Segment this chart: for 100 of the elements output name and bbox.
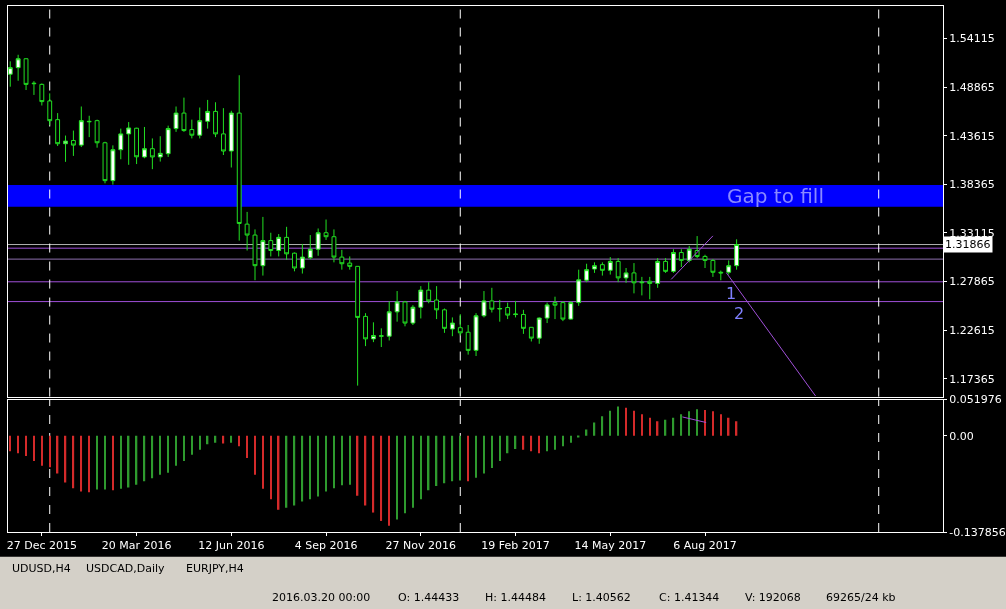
candlestick xyxy=(173,106,179,133)
candlestick xyxy=(228,110,234,168)
text: 69265/24 kb xyxy=(826,591,896,604)
candlestick xyxy=(465,324,471,356)
candlestick xyxy=(244,211,250,252)
candlestick xyxy=(639,276,645,296)
bar xyxy=(151,435,154,479)
bar xyxy=(491,435,493,468)
candlestick xyxy=(734,238,740,271)
bar xyxy=(380,435,383,521)
candlestick xyxy=(102,141,108,184)
bar xyxy=(293,435,296,506)
candlestick xyxy=(149,137,155,170)
x-tick-label: 20 Mar 2016 xyxy=(101,539,172,553)
candlestick xyxy=(560,300,566,322)
candlestick xyxy=(331,228,337,263)
candlestick xyxy=(268,232,274,257)
candlestick xyxy=(378,327,384,348)
bar xyxy=(420,435,422,500)
candlestick xyxy=(402,300,408,327)
candlestick xyxy=(86,115,92,138)
candlestick xyxy=(631,262,637,294)
bar xyxy=(64,435,67,483)
bar xyxy=(262,435,264,489)
bar xyxy=(704,409,706,436)
candlestick xyxy=(276,233,282,257)
candlestick xyxy=(513,300,518,318)
candlestick xyxy=(623,267,629,284)
bar xyxy=(80,435,83,492)
bar xyxy=(530,435,533,452)
bar xyxy=(175,435,177,466)
bar xyxy=(593,422,596,436)
candlestick xyxy=(260,216,266,277)
annotation: 1 xyxy=(726,284,737,303)
bar xyxy=(396,435,398,520)
x-tick-label: 27 Nov 2016 xyxy=(385,539,457,553)
bar xyxy=(562,435,564,447)
bar xyxy=(483,435,485,474)
bar xyxy=(680,414,683,436)
candlestick xyxy=(418,285,424,319)
candlestick xyxy=(213,101,218,138)
candlestick xyxy=(323,219,329,241)
candlestick xyxy=(544,302,550,324)
x-tick-label: 14 May 2017 xyxy=(574,539,647,553)
bar xyxy=(96,435,98,490)
y-tick-label: 1.22615 xyxy=(949,323,995,337)
bar xyxy=(617,406,619,436)
bar xyxy=(159,435,161,475)
bar xyxy=(270,435,272,500)
y-tick-label: -0.137856 xyxy=(949,525,1006,539)
candlestick xyxy=(220,107,226,156)
bar xyxy=(641,414,643,436)
candlestick xyxy=(457,313,463,337)
candlestick xyxy=(726,259,732,276)
candlestick xyxy=(181,97,187,133)
candlestick xyxy=(94,119,100,149)
bar xyxy=(349,435,351,485)
bar xyxy=(254,435,256,475)
text: O: 1.44433 xyxy=(398,591,460,604)
candlestick xyxy=(355,265,361,387)
bar xyxy=(554,435,556,450)
candlestick xyxy=(165,125,171,158)
y-tick-label: 1.48865 xyxy=(949,81,995,95)
bar xyxy=(25,435,27,457)
candlestick xyxy=(394,290,400,323)
bar xyxy=(570,435,572,443)
text: 2016.03.20 00:00 xyxy=(272,591,371,604)
candlestick xyxy=(142,126,147,159)
text: H: 1.44484 xyxy=(485,591,546,604)
y-tick-label: 1.54115 xyxy=(949,32,995,46)
bar xyxy=(688,411,690,436)
candlestick xyxy=(434,285,440,320)
candlestick xyxy=(592,261,597,274)
bar xyxy=(309,435,311,500)
x-tick-label: 12 Jun 2016 xyxy=(198,539,265,553)
candlestick xyxy=(315,227,321,257)
candlestick xyxy=(599,261,605,277)
candlestick xyxy=(489,287,495,314)
bar xyxy=(672,417,675,436)
candlestick xyxy=(442,308,447,334)
candlestick xyxy=(126,121,132,166)
candlestick xyxy=(307,234,313,260)
y-tick-label: 1.33115 xyxy=(949,226,995,240)
bar xyxy=(9,435,11,452)
annotation: 2 xyxy=(734,304,745,323)
bar xyxy=(625,407,627,436)
y-tick-label: 1.43615 xyxy=(949,129,995,143)
bar xyxy=(17,435,19,454)
candlestick xyxy=(686,245,692,263)
candlestick xyxy=(370,321,376,343)
candlestick xyxy=(678,248,684,268)
y-tick-label: 0.051976 xyxy=(949,393,1002,407)
text: L: 1.40562 xyxy=(572,591,631,604)
candlestick xyxy=(118,128,124,160)
candlestick xyxy=(63,135,68,163)
bar xyxy=(230,435,233,443)
bar xyxy=(649,417,651,436)
y-tick-label: 1.17365 xyxy=(949,372,995,386)
text: EURJPY,H4 xyxy=(186,562,244,575)
candlestick xyxy=(568,300,574,321)
